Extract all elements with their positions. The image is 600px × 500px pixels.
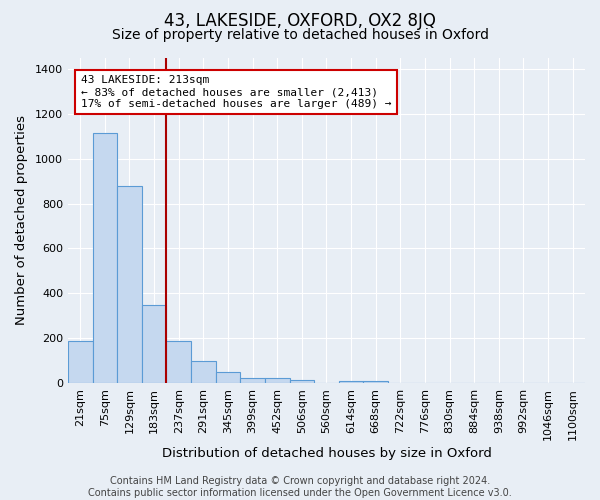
- Bar: [364, 381, 388, 384]
- Text: 43 LAKESIDE: 213sqm
← 83% of detached houses are smaller (2,413)
17% of semi-det: 43 LAKESIDE: 213sqm ← 83% of detached ho…: [81, 76, 391, 108]
- Text: Size of property relative to detached houses in Oxford: Size of property relative to detached ho…: [112, 28, 488, 42]
- Bar: [339, 380, 364, 384]
- Bar: [240, 378, 265, 384]
- Bar: [290, 380, 314, 384]
- Bar: [215, 372, 240, 384]
- Bar: [92, 133, 117, 384]
- Bar: [117, 186, 142, 384]
- Bar: [265, 378, 290, 384]
- Bar: [142, 304, 166, 384]
- Bar: [191, 362, 215, 384]
- X-axis label: Distribution of detached houses by size in Oxford: Distribution of detached houses by size …: [161, 447, 491, 460]
- Bar: [166, 340, 191, 384]
- Bar: [68, 340, 92, 384]
- Y-axis label: Number of detached properties: Number of detached properties: [15, 116, 28, 326]
- Text: Contains HM Land Registry data © Crown copyright and database right 2024.
Contai: Contains HM Land Registry data © Crown c…: [88, 476, 512, 498]
- Text: 43, LAKESIDE, OXFORD, OX2 8JQ: 43, LAKESIDE, OXFORD, OX2 8JQ: [164, 12, 436, 30]
